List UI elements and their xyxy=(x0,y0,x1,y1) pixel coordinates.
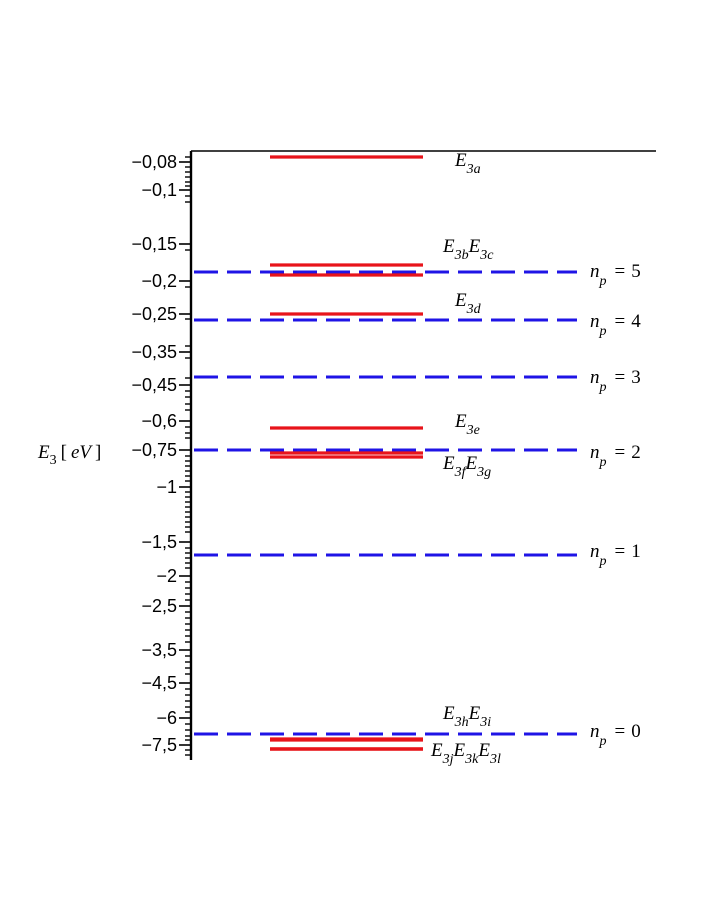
y-tick-label: −0,75 xyxy=(131,440,177,460)
y-tick-label: −0,35 xyxy=(131,342,177,362)
y-tick-label: −0,45 xyxy=(131,375,177,395)
y-tick-label: −0,2 xyxy=(141,271,177,291)
np-level-label: np = 5 xyxy=(590,261,641,289)
y-tick-label: −0,25 xyxy=(131,304,177,324)
e3-level-label: E3hE3i xyxy=(442,703,491,730)
e3-level-label: E3fE3g xyxy=(442,453,491,480)
y-tick-label: −7,5 xyxy=(141,735,177,755)
y-tick-label: −0,6 xyxy=(141,411,177,431)
e3-level-label: E3e xyxy=(454,411,480,438)
y-tick-label: −0,15 xyxy=(131,234,177,254)
y-tick-label: −2,5 xyxy=(141,596,177,616)
np-level-lines xyxy=(194,270,577,736)
np-level-label: np = 4 xyxy=(590,311,641,339)
y-tick-label: −1,5 xyxy=(141,532,177,552)
e3-level-label: E3d xyxy=(454,290,482,317)
np-level-label: np = 0 xyxy=(590,721,641,749)
e3-level-lines xyxy=(270,155,423,751)
y-tick-label: −1 xyxy=(156,477,177,497)
y-tick-label: −4,5 xyxy=(141,673,177,693)
axes xyxy=(189,150,656,760)
np-level-label: np = 2 xyxy=(590,442,641,470)
e3-level-label: E3a xyxy=(454,150,481,177)
y-axis-ticks: −0,08 −0,1 −0,15 −0,2 −0,25 −0,35 −0,45 −0,6 −0,… xyxy=(131,152,191,756)
np-level-label: np = 3 xyxy=(590,367,641,395)
y-tick-label: −3,5 xyxy=(141,640,177,660)
level-labels: E3a E3bE3c E3d E3e E3fE3g E3hE3i E3jE3kE3l np = 5… xyxy=(430,150,641,767)
y-axis-label: E3[eV] xyxy=(37,442,101,468)
y-tick-label: −0,08 xyxy=(131,152,177,172)
y-tick-label: −2 xyxy=(156,566,177,586)
e3-level-label: E3bE3c xyxy=(442,236,494,263)
np-level-label: np = 1 xyxy=(590,541,641,569)
y-tick-label: −6 xyxy=(156,708,177,728)
y-axis-title: E3[eV] xyxy=(37,442,101,468)
e3-level-label: E3jE3kE3l xyxy=(430,740,501,767)
y-tick-label: −0,1 xyxy=(141,180,177,200)
